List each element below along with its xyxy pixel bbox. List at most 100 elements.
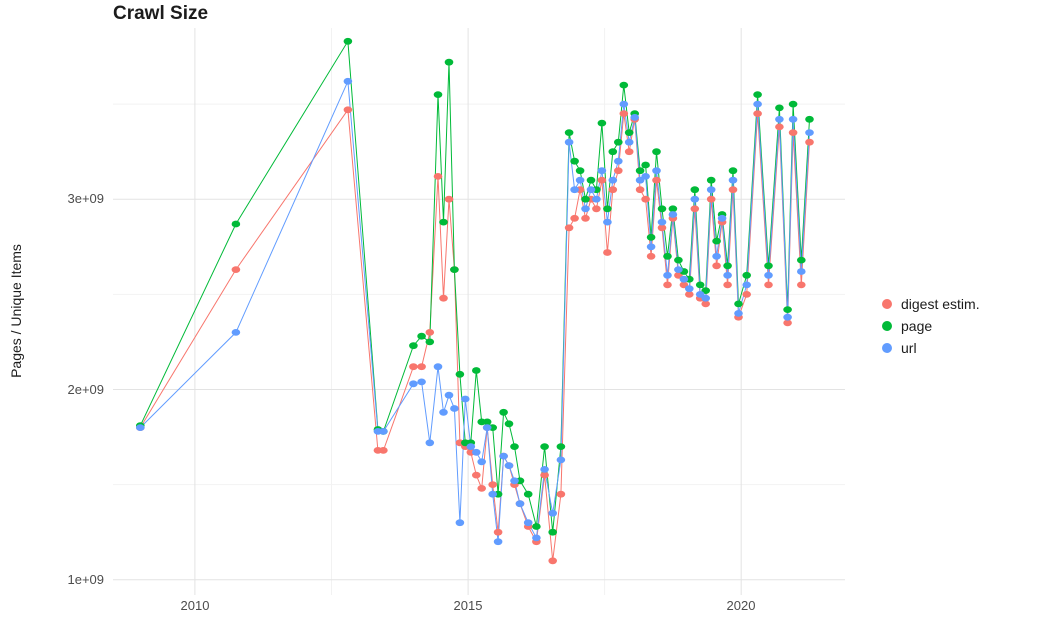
data-point [586, 176, 596, 184]
data-point [764, 262, 773, 270]
data-point [783, 306, 792, 313]
data-point [753, 91, 762, 98]
data-point [797, 268, 806, 275]
data-point [510, 477, 519, 485]
data-point [805, 129, 814, 136]
data-point [608, 148, 618, 156]
y-tick-label: 1e+09 [67, 572, 104, 587]
data-point [635, 186, 645, 194]
data-point [409, 363, 418, 371]
data-point [455, 519, 465, 527]
data-point [742, 291, 751, 298]
legend-key-dot-icon [882, 343, 892, 353]
data-point [657, 205, 667, 213]
legend-label: page [901, 318, 933, 334]
data-point [231, 329, 241, 336]
data-point [466, 443, 476, 450]
data-point [556, 456, 566, 464]
data-point [690, 186, 700, 194]
data-point [728, 167, 738, 175]
data-point [742, 271, 751, 279]
data-point [641, 195, 650, 203]
data-point [564, 129, 574, 136]
data-point [619, 100, 629, 108]
data-point [775, 115, 784, 123]
data-point [723, 271, 732, 279]
legend-label: url [901, 340, 917, 356]
data-point [439, 294, 448, 302]
data-point [742, 281, 751, 289]
data-point [614, 157, 623, 165]
data-point [461, 395, 470, 403]
data-point [734, 300, 743, 308]
data-point [417, 332, 426, 340]
data-point [409, 380, 418, 388]
data-point [674, 256, 683, 264]
data-point [706, 186, 716, 194]
x-axis-tick-labels: 2010 2015 2020 [113, 598, 845, 616]
data-point [712, 237, 721, 245]
data-point [646, 233, 656, 241]
data-point [624, 138, 634, 146]
data-point [488, 490, 498, 498]
data-point [775, 123, 784, 131]
data-point [592, 195, 601, 203]
data-point [608, 186, 618, 194]
data-point [668, 211, 678, 218]
x-tick-label: 2010 [180, 598, 210, 613]
series-line-page [139, 39, 810, 533]
data-point [504, 420, 514, 428]
data-point [581, 195, 590, 203]
data-point [523, 519, 533, 527]
data-point [663, 271, 672, 279]
data-point [472, 448, 481, 456]
data-point [663, 252, 672, 260]
data-point [723, 281, 732, 289]
data-point [603, 205, 612, 213]
data-point [504, 462, 514, 469]
data-point [477, 485, 487, 492]
data-point [788, 115, 798, 123]
legend-item: page [882, 315, 980, 337]
data-point [444, 391, 454, 399]
x-tick-label: 2020 [726, 598, 756, 613]
data-point [646, 243, 656, 251]
data-point [439, 408, 448, 416]
y-tick-label: 2e+09 [67, 382, 104, 397]
legend-item: digest estim. [882, 293, 980, 315]
data-point [614, 138, 623, 146]
data-point [488, 481, 498, 488]
data-point [805, 115, 814, 123]
data-point [532, 534, 541, 542]
data-point [570, 186, 579, 194]
data-point [510, 443, 519, 450]
data-point [657, 224, 667, 232]
data-point [575, 167, 585, 175]
data-point [753, 110, 762, 117]
data-point [753, 100, 762, 108]
data-point [641, 161, 650, 169]
data-point [556, 443, 566, 450]
data-point [540, 443, 549, 450]
data-point [564, 138, 574, 146]
data-point [433, 91, 443, 98]
data-point [455, 370, 465, 378]
data-point [472, 471, 481, 479]
data-point [556, 490, 566, 498]
data-point [540, 466, 549, 473]
data-point [663, 281, 672, 289]
data-point [717, 214, 727, 222]
data-point [482, 424, 492, 431]
data-point [712, 262, 721, 270]
data-point [482, 418, 492, 426]
legend-key-dot-icon [882, 321, 892, 331]
data-point [712, 252, 721, 260]
data-point [439, 218, 448, 226]
data-point [548, 509, 557, 517]
data-point [603, 218, 612, 226]
y-tick-label: 3e+09 [67, 191, 104, 206]
data-point [657, 218, 667, 226]
data-point [764, 281, 773, 289]
data-point [652, 167, 661, 175]
data-point [624, 129, 634, 136]
